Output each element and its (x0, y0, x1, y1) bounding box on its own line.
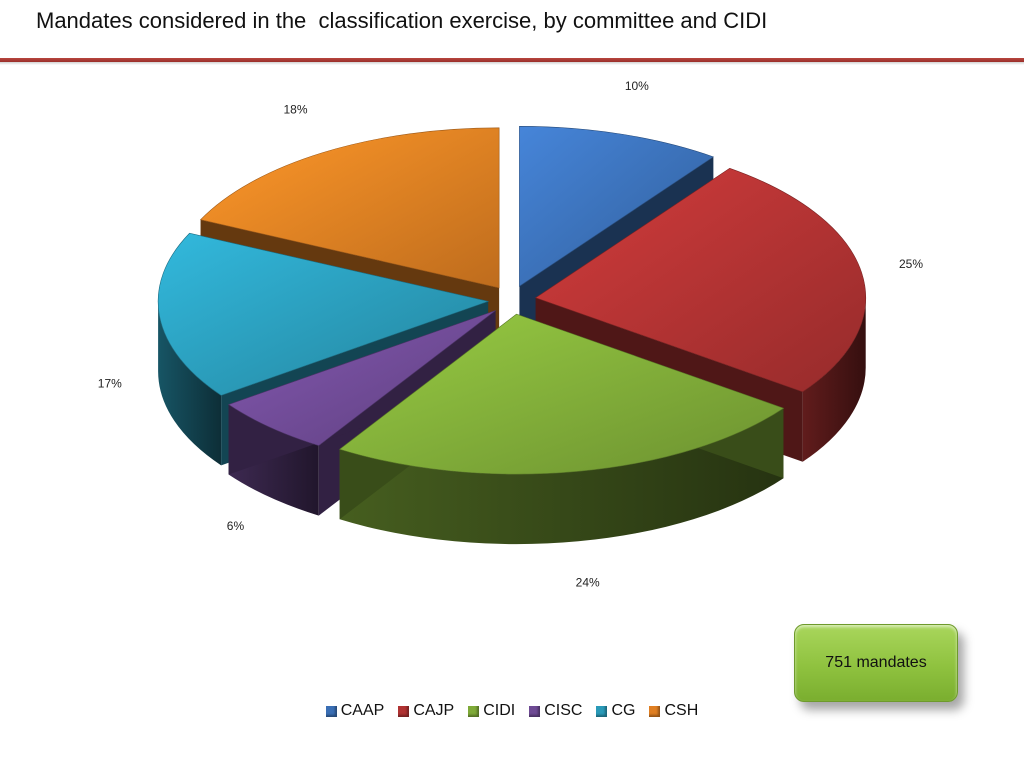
legend-item-cidi: CIDI (468, 702, 515, 720)
legend-swatch (468, 705, 480, 717)
pie-slice-side (158, 301, 222, 466)
data-label-cg: 17% (98, 376, 122, 390)
slide-title: Mandates considered in the classificatio… (36, 8, 768, 33)
pie-slice-top (199, 127, 500, 289)
legend-item-cg: CG (596, 702, 635, 720)
pie-slice-side (339, 408, 784, 545)
title-divider-shadow (0, 62, 1024, 65)
pie-slice-side (802, 297, 866, 462)
legend-item-cisc: CISC (529, 702, 582, 720)
legend-swatch (398, 705, 410, 717)
pie-slice-top (535, 167, 867, 393)
legend-item-csh: CSH (649, 702, 698, 720)
title-divider (0, 58, 1024, 62)
total-mandates-text: 751 mandates (825, 654, 927, 671)
legend-label: CSH (664, 702, 699, 719)
legend-label: CIDI (483, 702, 516, 719)
pie-slice-top (157, 232, 490, 396)
legend-label: CISC (544, 702, 583, 719)
total-mandates-badge: 751 mandates (794, 624, 958, 702)
legend-swatch (596, 705, 608, 717)
pie-slice-top (519, 126, 715, 287)
legend-label: CAAP (340, 702, 385, 719)
data-label-cidi: 24% (576, 576, 600, 590)
legend-label: CG (611, 702, 636, 719)
chart-legend: CAAP CAJP CIDI CISC CG CSH (0, 702, 1024, 720)
data-label-cisc: 6% (227, 519, 245, 533)
pie-slice-cidi (339, 313, 785, 545)
legend-swatch (325, 705, 337, 717)
pie-slice-top (339, 313, 785, 475)
data-label-caap: 10% (625, 79, 649, 93)
legend-item-cajp: CAJP (398, 702, 454, 720)
legend-label: CAJP (413, 702, 455, 719)
data-label-cajp: 25% (899, 257, 923, 271)
legend-item-caap: CAAP (325, 702, 385, 720)
data-label-csh: 18% (284, 103, 308, 117)
legend-swatch (529, 705, 541, 717)
legend-swatch (649, 705, 661, 717)
pie-slice-top (227, 310, 496, 446)
